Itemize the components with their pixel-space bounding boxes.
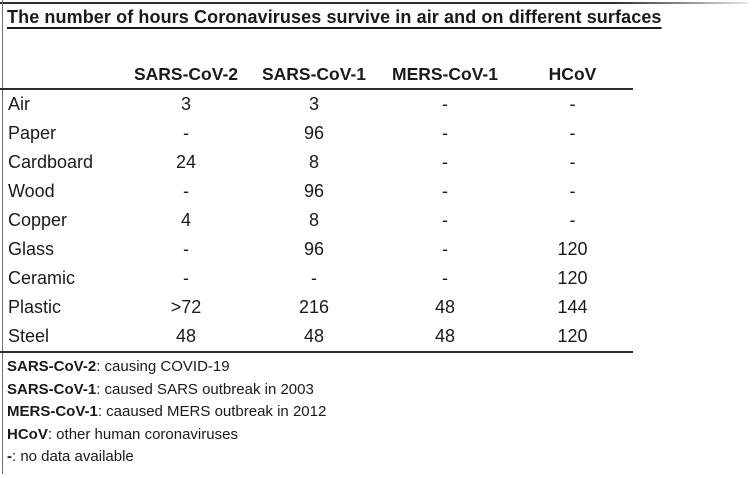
row-label: Plastic [8, 297, 62, 317]
cell-value: 3 [308, 94, 319, 114]
table-row-paper: Paper - 96 - - [0, 119, 633, 148]
footnote-term: HCoV [7, 425, 48, 443]
table-body: Air 3 3 - - Paper - 96 - - Cardboard 24 … [0, 90, 633, 351]
cell-value: - [569, 181, 576, 201]
footnote-term: MERS-CoV-1 [7, 403, 98, 421]
table-row-steel: Steel 48 48 48 120 [0, 322, 633, 351]
row-label: Cardboard [8, 152, 94, 172]
footnote-sars-cov-2: SARS-CoV-2: causing COVID-19 [7, 356, 326, 379]
cell-value: - [442, 239, 448, 259]
footnote-hcov: HCoV: other human coronaviruses [7, 424, 326, 447]
header-rule [0, 88, 633, 90]
footnote-term: SARS-CoV-1 [7, 380, 97, 398]
left-border-line [2, 0, 3, 474]
cell-value: - [569, 210, 576, 230]
table-row-glass: Glass - 96 - 120 [0, 235, 633, 264]
row-label: Ceramic [8, 268, 76, 288]
footnote-mers-cov-1: MERS-CoV-1: caaused MERS outbreak in 201… [7, 401, 326, 424]
footnotes: SARS-CoV-2: causing COVID-19 SARS-CoV-1:… [7, 356, 326, 469]
row-label: Air [8, 94, 30, 114]
cell-value: - [311, 268, 317, 288]
footnote-text: : causing COVID-19 [96, 358, 230, 375]
top-border-line [0, 2, 748, 4]
cell-value: 48 [303, 326, 325, 346]
cell-value: 48 [175, 326, 197, 346]
cell-value: - [442, 181, 448, 201]
footnote-text: : caaused MERS outbreak in 2012 [97, 403, 327, 421]
cell-value: 216 [298, 297, 330, 317]
footnote-term: - [7, 448, 12, 466]
cell-value: - [442, 94, 448, 114]
row-label: Glass [8, 239, 55, 259]
cell-value: - [442, 152, 448, 172]
row-label: Paper [8, 123, 57, 143]
cell-value: 24 [175, 152, 197, 172]
table-row-ceramic: Ceramic - - - 120 [0, 264, 633, 293]
row-label: Copper [8, 210, 68, 230]
table-header-row: SARS-CoV-2 SARS-CoV-1 MERS-CoV-1 HCoV [0, 61, 633, 88]
column-header-sars-cov-1: SARS-CoV-1 [261, 64, 367, 84]
row-label: Steel [8, 326, 50, 346]
footnote-text: : caused SARS outbreak in 2003 [96, 380, 314, 398]
cell-value: - [569, 94, 576, 114]
cell-value: 120 [557, 268, 588, 288]
footnote-term: SARS-CoV-2 [7, 358, 97, 375]
cell-value: 96 [303, 123, 325, 143]
column-header-sars-cov-2: SARS-CoV-2 [133, 64, 239, 84]
footnote-sars-cov-1: SARS-CoV-1: caused SARS outbreak in 2003 [7, 379, 326, 402]
cell-value: 96 [303, 239, 325, 259]
cell-value: 8 [308, 210, 319, 230]
cell-value: 120 [557, 239, 588, 259]
table-row-wood: Wood - 96 - - [0, 177, 633, 206]
cell-value: - [442, 123, 448, 143]
table-row-cardboard: Cardboard 24 8 - - [0, 148, 633, 177]
table-row-plastic: Plastic >72 216 48 144 [0, 293, 633, 322]
cell-value: >72 [170, 297, 202, 317]
cell-value: - [442, 210, 448, 230]
cell-value: - [183, 123, 189, 143]
column-header-hcov: HCoV [548, 64, 597, 84]
footnote-no-data: -: no data available [7, 446, 326, 469]
cell-value: - [569, 123, 576, 143]
row-label: Wood [8, 181, 55, 201]
cell-value: 96 [303, 181, 325, 201]
table-row-copper: Copper 4 8 - - [0, 206, 633, 235]
cell-value: 48 [434, 297, 456, 317]
column-header-mers-cov-1: MERS-CoV-1 [392, 64, 498, 84]
page-title: The number of hours Coronaviruses surviv… [7, 7, 662, 27]
cell-value: 48 [434, 326, 456, 346]
cell-value: 120 [557, 326, 588, 346]
cell-value: - [442, 268, 448, 288]
cell-value: 8 [308, 152, 319, 172]
bottom-rule [0, 351, 633, 353]
cell-value: - [569, 152, 576, 172]
cell-value: - [183, 268, 189, 288]
cell-value: 3 [180, 94, 191, 114]
cell-value: 144 [557, 297, 588, 317]
cell-value: 4 [180, 210, 191, 230]
cell-value: - [183, 239, 189, 259]
footnote-text: : no data available [12, 448, 134, 466]
table-row-air: Air 3 3 - - [0, 90, 633, 119]
cell-value: - [183, 181, 189, 201]
footnote-text: : other human coronaviruses [47, 425, 238, 443]
